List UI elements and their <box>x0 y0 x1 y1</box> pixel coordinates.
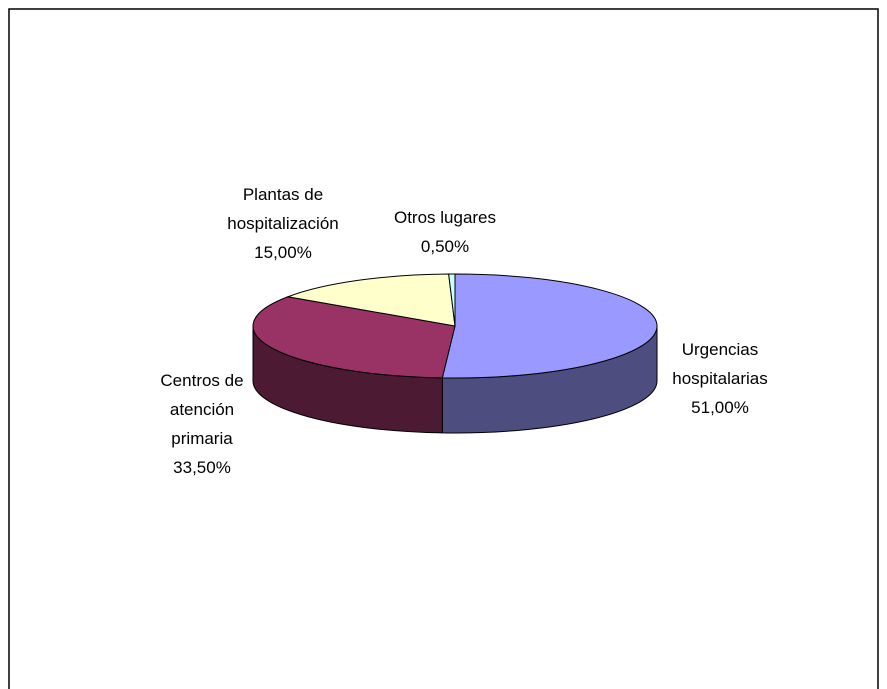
chart-frame <box>8 8 879 689</box>
slice-value-label: 33,50% <box>173 458 231 477</box>
slice-label: Plantas de hospitalización <box>227 185 339 233</box>
slice <box>252 296 456 379</box>
slice-value-label: 0,50% <box>421 237 469 256</box>
slice-label: Urgencias hospitalarias <box>672 340 767 388</box>
slice-value-label: 51,00% <box>691 398 749 417</box>
slice-label: Centros de atención primaria <box>160 371 243 448</box>
slice <box>448 273 456 327</box>
slice <box>286 273 456 327</box>
slice-value-label: 15,00% <box>254 243 312 262</box>
slice-label: Otros lugares <box>394 208 496 227</box>
slice <box>441 273 658 379</box>
